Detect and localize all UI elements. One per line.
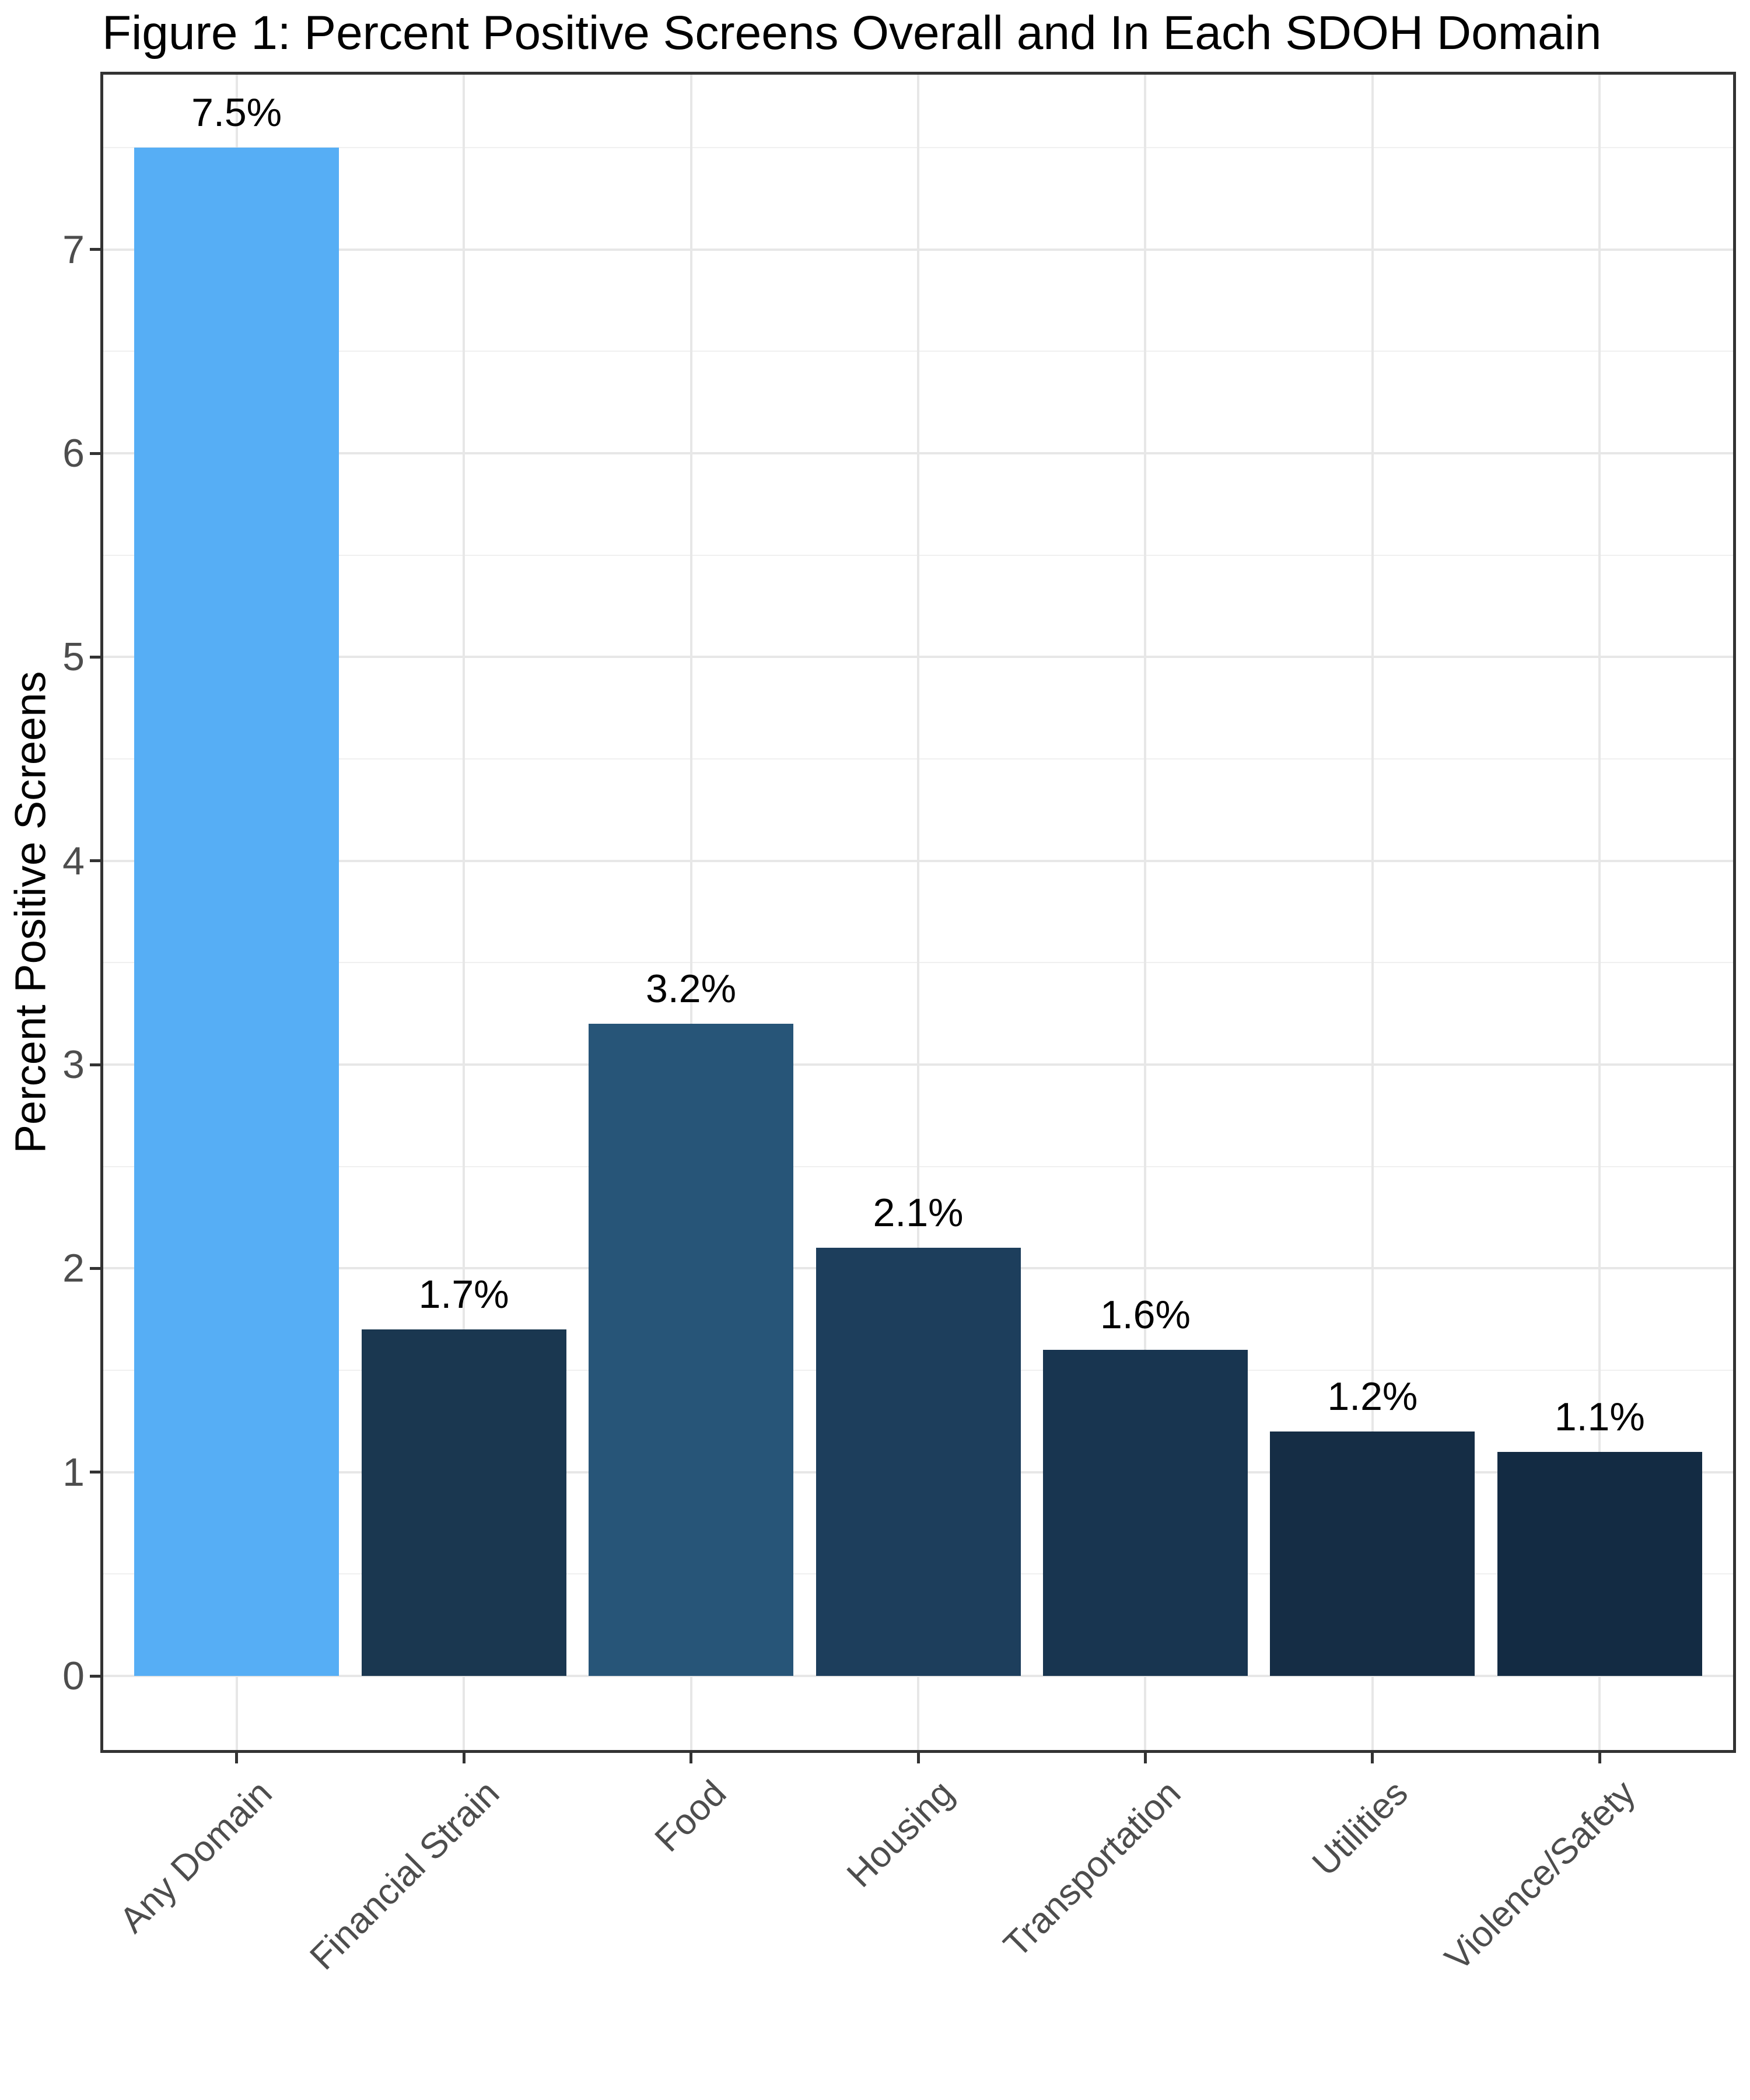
- chart-title: Figure 1: Percent Positive Screens Overa…: [102, 6, 1602, 60]
- y-axis-tick-label: 3: [62, 1042, 85, 1087]
- gridline-vertical: [1598, 72, 1601, 1753]
- bar: [134, 148, 340, 1676]
- y-axis-tick-label: 7: [62, 227, 85, 272]
- x-axis-tick-label: Transportation: [996, 1773, 1189, 1966]
- bar: [361, 1329, 566, 1676]
- bar-value-label: 7.5%: [191, 90, 282, 135]
- bar: [1042, 1350, 1248, 1676]
- y-axis-tick-label: 5: [62, 635, 85, 680]
- bar: [589, 1024, 794, 1676]
- gridline-vertical: [1144, 72, 1147, 1753]
- x-axis-tick-label: Financial Strain: [302, 1773, 508, 1978]
- bar-value-label: 1.7%: [418, 1272, 509, 1317]
- gridline-vertical: [917, 72, 919, 1753]
- x-axis-tick-label: Utilities: [1304, 1773, 1416, 1884]
- gridline-vertical: [463, 72, 466, 1753]
- y-axis-tick-label: 4: [62, 838, 85, 883]
- y-axis-tick-label: 0: [62, 1654, 85, 1698]
- bar-value-label: 1.1%: [1554, 1394, 1645, 1439]
- gridline-vertical: [690, 72, 692, 1753]
- x-axis-tick-label: Violence/Safety: [1437, 1773, 1643, 1979]
- y-axis-tick-mark: [90, 1471, 100, 1474]
- x-axis-tick-mark: [235, 1753, 239, 1763]
- bar-value-label: 2.1%: [873, 1191, 964, 1236]
- x-axis-tick-mark: [1143, 1753, 1147, 1763]
- y-axis-tick-label: 2: [62, 1246, 85, 1291]
- y-axis-tick-mark: [90, 452, 100, 455]
- y-axis-tick-mark: [90, 859, 100, 863]
- x-axis-tick-mark: [1598, 1753, 1601, 1763]
- y-axis-tick-mark: [90, 655, 100, 659]
- x-axis-tick-mark: [1371, 1753, 1374, 1763]
- y-axis-tick-mark: [90, 1266, 100, 1270]
- x-axis-tick-mark: [916, 1753, 920, 1763]
- x-axis-tick-mark: [690, 1753, 693, 1763]
- y-axis-tick-mark: [90, 1674, 100, 1678]
- bar-value-label: 1.2%: [1327, 1374, 1418, 1419]
- x-axis-tick-label: Housing: [839, 1773, 961, 1895]
- x-axis-tick-label: Any Domain: [112, 1773, 280, 1941]
- bar: [1497, 1451, 1702, 1676]
- x-axis-tick-mark: [462, 1753, 466, 1763]
- bar: [1270, 1431, 1475, 1676]
- gridline-vertical: [1371, 72, 1374, 1753]
- y-axis-tick-mark: [90, 1063, 100, 1066]
- bar: [816, 1248, 1021, 1676]
- bar-value-label: 3.2%: [646, 967, 737, 1012]
- y-axis-tick-mark: [90, 248, 100, 251]
- y-axis-tick-label: 6: [62, 431, 85, 476]
- x-axis-tick-label: Food: [647, 1773, 734, 1860]
- bar-value-label: 1.6%: [1100, 1293, 1191, 1338]
- y-axis-tick-label: 1: [62, 1450, 85, 1494]
